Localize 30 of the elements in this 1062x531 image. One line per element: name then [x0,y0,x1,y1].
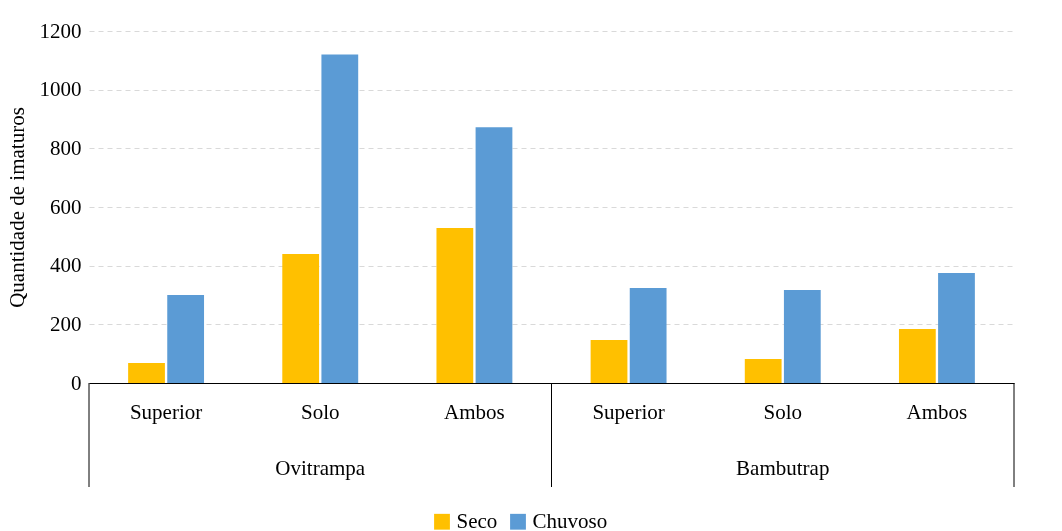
bar [475,127,513,383]
y-tick-label: 200 [50,311,82,336]
text: Bambutrap [736,456,830,480]
bar [783,290,821,383]
x-tick-label: Ambos [444,399,505,424]
bar [590,339,628,383]
x-tick-label: Solo [763,399,803,424]
x-tick-label: Solo [300,399,340,424]
x-tick-label: Ambos [906,399,968,424]
bar [898,329,936,383]
bar [321,54,359,383]
legend-label: Chuvoso [532,508,608,531]
y-tick-label: 600 [50,194,82,219]
bar [744,358,782,383]
y-tick-label: 0 [71,370,82,395]
bar [938,273,975,383]
y-axis-title: Quantidade de imaturos [4,107,29,308]
bar [436,228,474,383]
x-tick-label: Superior [592,399,665,424]
y-tick-label: 800 [50,135,82,160]
y-tick-label: 400 [50,253,82,278]
x-tick-label: Superior [129,399,203,424]
y-tick-label: 1000 [39,77,82,102]
legend-label: Seco [456,508,498,531]
bar [167,295,205,383]
y-tick-label: 1200 [39,18,82,43]
bar [282,253,320,383]
bar [629,287,667,383]
text: Ovitrampa [275,456,366,480]
bar [128,363,165,383]
